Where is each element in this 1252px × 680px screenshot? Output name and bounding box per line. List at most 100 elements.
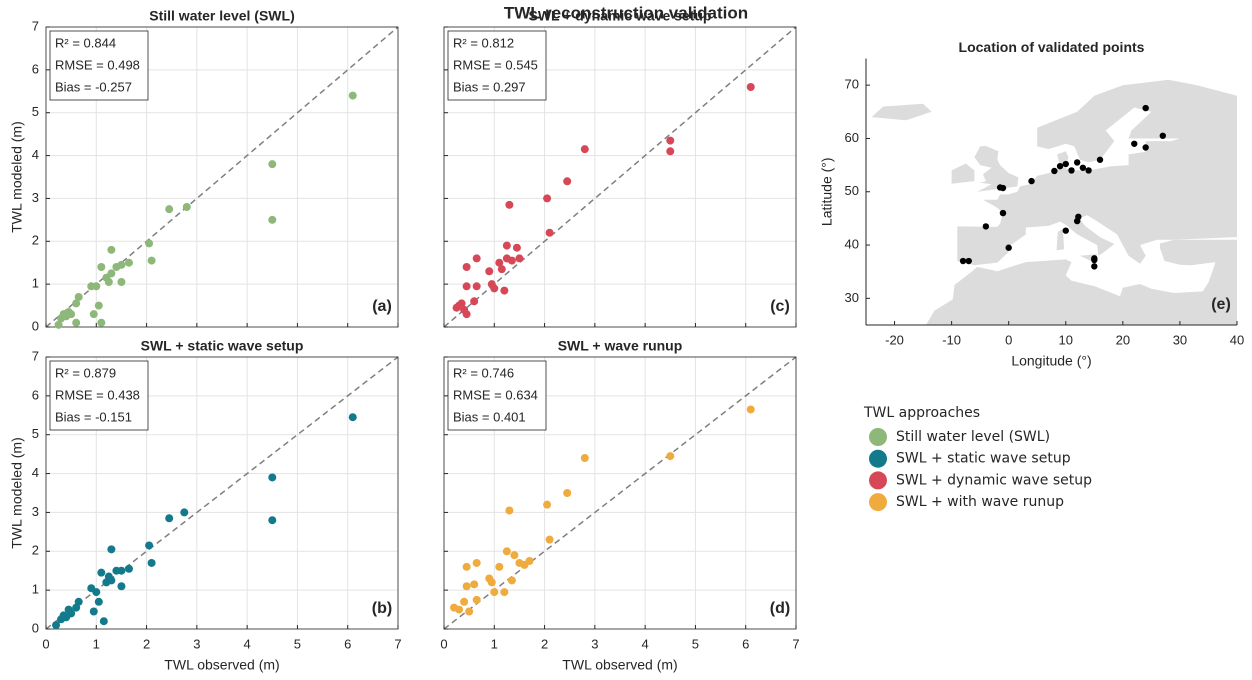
data-point — [563, 489, 572, 497]
panel-title: Still water level (SWL) — [149, 8, 294, 24]
y-tick-label: 6 — [32, 61, 39, 76]
legend-title: TWL approaches — [863, 405, 980, 421]
data-point — [495, 258, 504, 267]
x-tick-label: 1 — [93, 636, 100, 651]
legend-label: SWL + with wave runup — [896, 494, 1064, 510]
x-tick-label: -20 — [885, 332, 904, 347]
data-point — [512, 243, 521, 252]
data-point — [89, 607, 98, 616]
site-point — [1028, 177, 1035, 185]
data-point — [490, 284, 499, 293]
x-tick-label: 3 — [591, 636, 598, 651]
stats-text: R² = 0.746 — [453, 365, 514, 380]
site-point — [1131, 140, 1138, 147]
legend-label: SWL + dynamic wave setup — [896, 472, 1092, 488]
data-point — [455, 605, 464, 614]
data-point — [348, 413, 357, 422]
data-point — [462, 263, 471, 271]
data-point — [462, 582, 471, 591]
site-point — [1005, 244, 1012, 251]
data-point — [182, 203, 191, 211]
data-point — [117, 278, 126, 286]
stats-text: Bias = 0.401 — [453, 409, 526, 424]
site-point — [999, 209, 1007, 217]
x-tick-label: 40 — [1230, 332, 1244, 347]
data-point — [74, 293, 83, 301]
data-point — [67, 609, 76, 618]
data-point — [502, 547, 511, 556]
axes-frame — [45, 26, 399, 328]
data-point — [92, 282, 101, 291]
data-point — [485, 267, 494, 276]
data-point — [470, 297, 479, 306]
data-point — [472, 595, 481, 604]
data-point — [543, 500, 552, 509]
x-tick-label: 30 — [1173, 332, 1187, 347]
data-point — [72, 299, 81, 308]
data-point — [500, 286, 509, 295]
x-tick-label: 20 — [1116, 332, 1130, 347]
site-point — [1062, 160, 1069, 168]
data-point — [580, 145, 589, 154]
site-point — [1159, 132, 1167, 139]
data-point — [460, 597, 469, 606]
data-point — [457, 299, 466, 308]
data-point — [502, 241, 511, 250]
site-point — [1142, 104, 1149, 112]
data-point — [348, 91, 357, 100]
panel-label: (d) — [770, 600, 790, 617]
data-point — [165, 205, 174, 214]
y-tick-label: 30 — [845, 290, 859, 305]
data-point — [472, 282, 481, 291]
y-tick-label: 70 — [845, 77, 859, 92]
x-tick-label: 5 — [294, 636, 301, 651]
stats-text: RMSE = 0.634 — [453, 387, 538, 402]
data-point — [107, 545, 116, 554]
legend-marker — [869, 449, 887, 468]
land-shape — [871, 103, 932, 121]
y-tick-label: 6 — [32, 387, 39, 402]
y-axis-label: Latitude (°) — [819, 157, 835, 226]
data-point — [510, 551, 519, 560]
y-tick-label: 5 — [32, 426, 39, 441]
x-axis-label: TWL observed (m) — [164, 657, 279, 673]
panel-title: SWL + wave runup — [558, 338, 683, 354]
land-shape — [974, 145, 1019, 192]
data-point — [666, 147, 675, 156]
panel-label: (e) — [1211, 296, 1231, 313]
data-point — [497, 265, 506, 274]
land — [871, 79, 1237, 325]
data-point — [165, 514, 174, 523]
data-point — [462, 282, 471, 291]
legend-marker — [869, 471, 887, 490]
site-point — [1085, 167, 1092, 174]
data-point — [495, 562, 504, 571]
site-point — [1096, 156, 1104, 163]
data-point — [97, 263, 106, 271]
y-tick-label: 3 — [32, 190, 39, 205]
data-point — [505, 506, 514, 515]
data-point — [107, 269, 116, 278]
panel-title: SWL + dynamic wave setup — [529, 8, 712, 24]
site-point — [982, 223, 990, 230]
legend-marker — [869, 493, 887, 512]
stats-text: R² = 0.812 — [453, 35, 514, 50]
x-tick-label: -10 — [942, 332, 961, 347]
data-point — [525, 557, 534, 565]
data-point — [180, 508, 189, 517]
y-tick-label: 60 — [845, 130, 859, 145]
data-point — [117, 260, 126, 269]
figure-title: TWL reconstruction validation — [504, 3, 748, 22]
data-point — [94, 301, 103, 310]
stats-text: R² = 0.844 — [55, 35, 116, 50]
data-point — [52, 621, 61, 630]
data-point — [507, 256, 516, 265]
stats-box — [49, 360, 149, 431]
identity-line — [443, 26, 797, 328]
stats-text: Bias = -0.151 — [55, 409, 132, 424]
data-point — [666, 136, 675, 145]
identity-line — [45, 26, 399, 328]
y-tick-label: 40 — [845, 236, 859, 251]
stats-text: RMSE = 0.438 — [55, 387, 140, 402]
data-point — [54, 320, 63, 329]
